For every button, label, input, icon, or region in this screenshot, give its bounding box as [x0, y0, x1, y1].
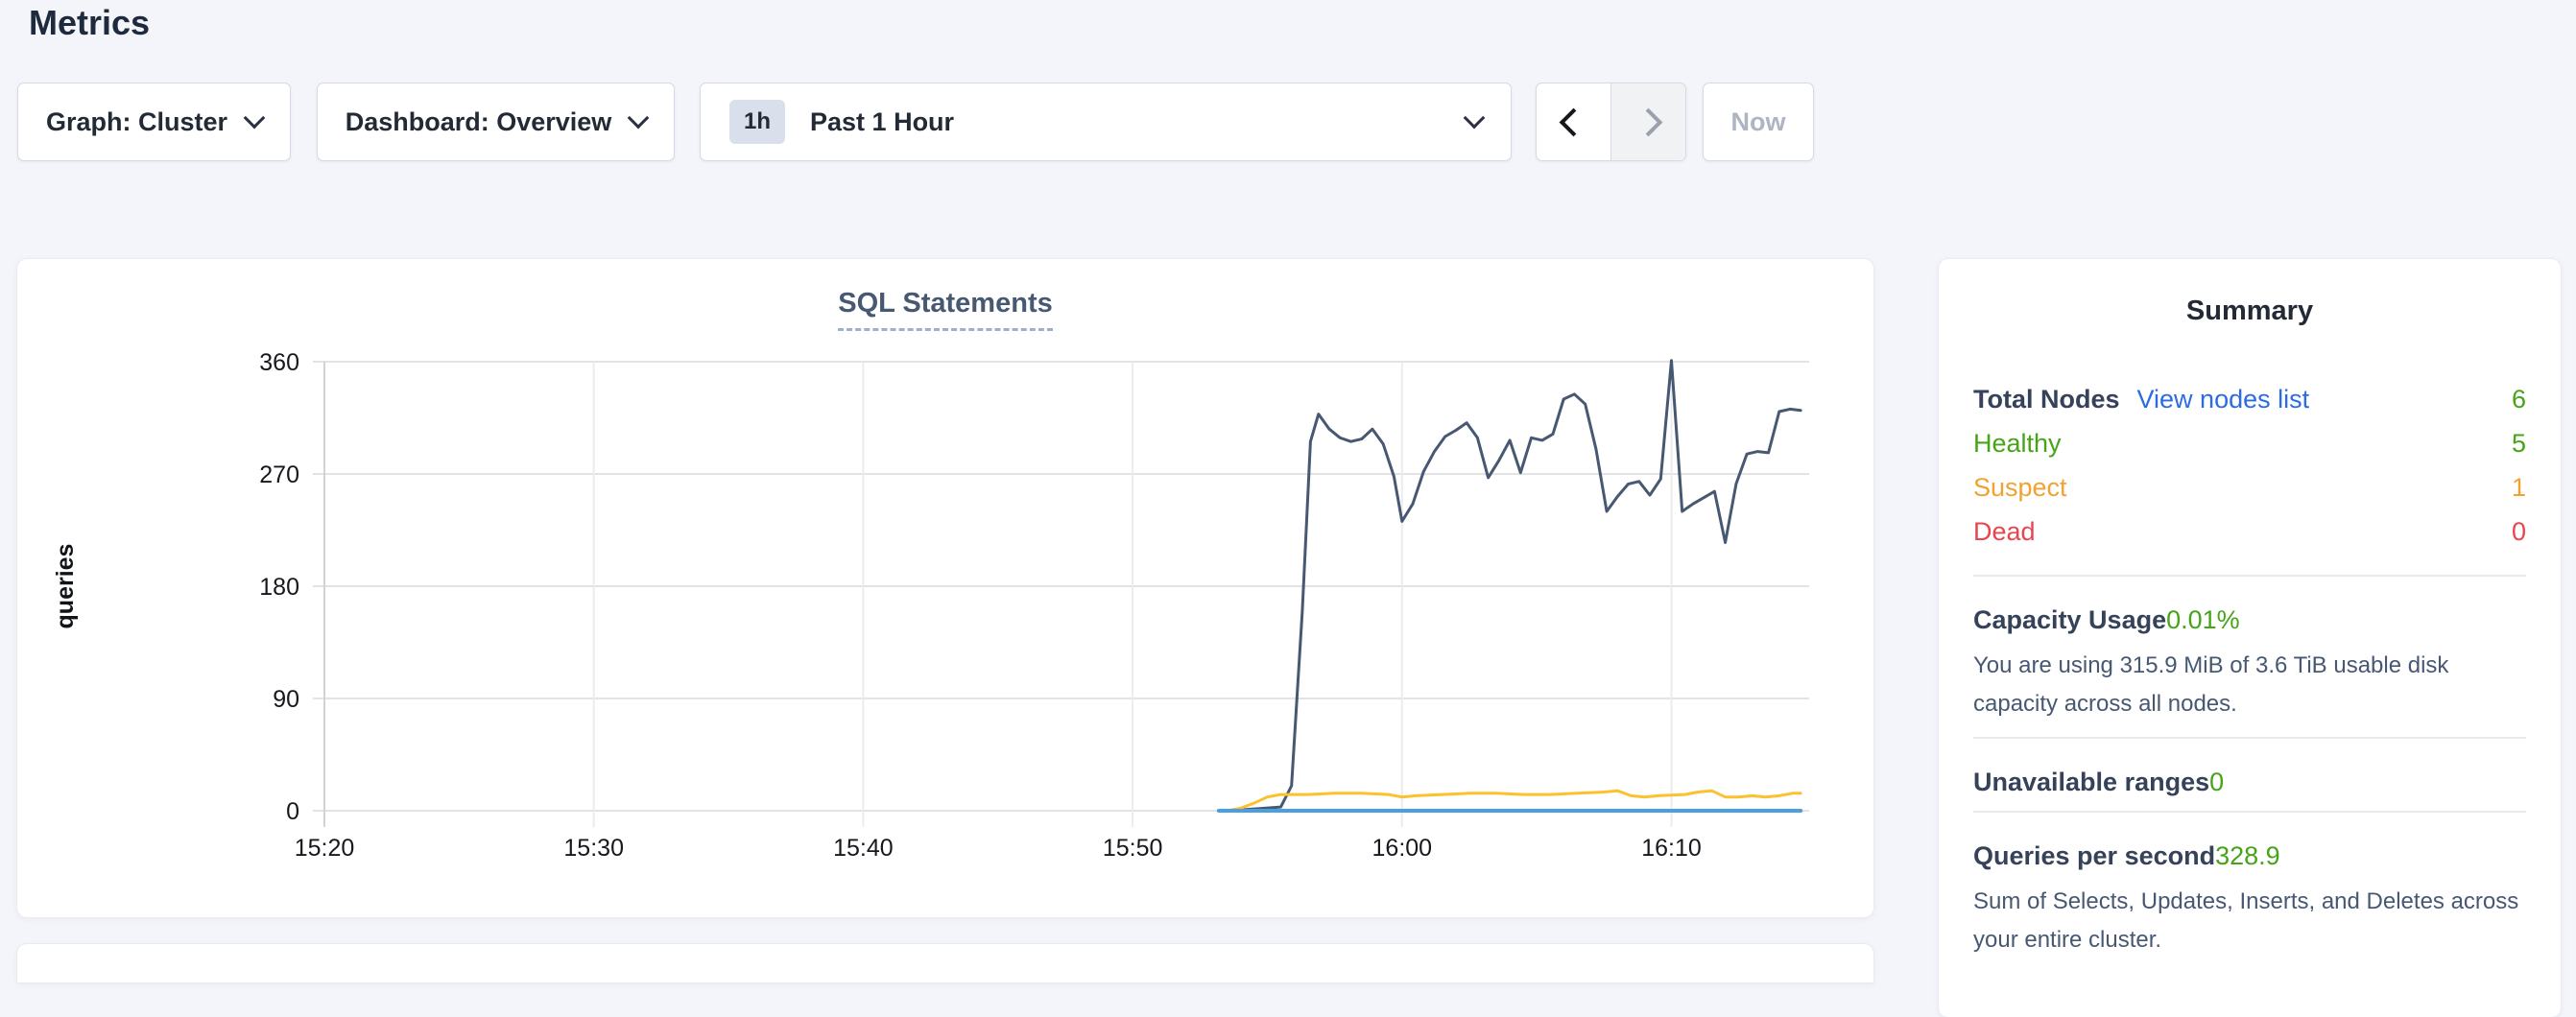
- total-nodes-label: Total Nodes: [1973, 385, 2120, 414]
- capacity-usage-value: 0.01%: [2166, 605, 2240, 634]
- next-chart-card-top: [17, 944, 1873, 982]
- capacity-usage-description: You are using 315.9 MiB of 3.6 TiB usabl…: [1973, 652, 2449, 717]
- time-nav-group: [1536, 83, 1686, 161]
- suspect-nodes-row: Suspect 1: [1973, 473, 2526, 517]
- graph-dropdown-label: Graph: Cluster: [45, 106, 228, 136]
- sql-statements-chart-svg[interactable]: 0 90 180 270 360 15:20 15:30 15:40 15:50 16:00 16:…: [17, 259, 1873, 917]
- capacity-usage-section: Capacity Usage 0.01% You are using 315.9…: [1973, 605, 2526, 723]
- chevron-down-icon: [627, 106, 650, 130]
- summary-panel: Summary Total Nodes View nodes list 6 He…: [1939, 259, 2561, 1017]
- time-back-button[interactable]: [1537, 83, 1610, 160]
- suspect-value: 1: [2511, 473, 2526, 502]
- dead-nodes-row: Dead 0: [1973, 517, 2526, 561]
- svg-text:16:00: 16:00: [1372, 835, 1433, 862]
- svg-text:queries: queries: [52, 544, 79, 629]
- page-title: Metrics: [29, 3, 151, 42]
- unavailable-ranges-label: Unavailable ranges: [1973, 768, 2210, 796]
- qps-section: Queries per second 328.9 Sum of Selects,…: [1973, 841, 2526, 959]
- divider: [1973, 737, 2526, 739]
- toolbar: Graph: Cluster Dashboard: Overview 1h Pa…: [17, 83, 1814, 161]
- svg-text:15:40: 15:40: [833, 835, 894, 862]
- svg-text:0: 0: [286, 798, 299, 825]
- svg-text:180: 180: [259, 574, 299, 601]
- qps-description: Sum of Selects, Updates, Inserts, and De…: [1973, 888, 2519, 953]
- healthy-label: Healthy: [1973, 429, 2062, 458]
- divider: [1973, 575, 2526, 577]
- summary-title: Summary: [2185, 296, 2314, 326]
- chart-title-wrap: SQL Statements: [17, 288, 1873, 331]
- dead-value: 0: [2511, 517, 2526, 546]
- qps-label: Queries per second: [1973, 841, 2216, 870]
- dashboard-dropdown-label: Dashboard: Overview: [345, 106, 612, 136]
- time-forward-button[interactable]: [1610, 83, 1685, 160]
- suspect-label: Suspect: [1973, 473, 2067, 502]
- svg-text:360: 360: [259, 349, 299, 376]
- divider: [1973, 811, 2526, 813]
- now-button[interactable]: Now: [1703, 83, 1814, 161]
- svg-text:15:50: 15:50: [1103, 835, 1163, 862]
- capacity-usage-label: Capacity Usage: [1973, 605, 2167, 634]
- metrics-page: Metrics Graph: Cluster Dashboard: Overvi…: [17, 3, 2561, 1017]
- dead-label: Dead: [1973, 517, 2036, 546]
- time-range-label: Past 1 Hour: [810, 106, 955, 136]
- chevron-left-icon: [1559, 107, 1588, 136]
- svg-text:16:10: 16:10: [1641, 835, 1702, 862]
- qps-value: 328.9: [2215, 841, 2280, 870]
- unavailable-ranges-section: Unavailable ranges 0: [1973, 768, 2526, 797]
- total-nodes-row: Total Nodes View nodes list 6: [1973, 385, 2526, 429]
- time-range-badge: 1h: [729, 100, 786, 144]
- time-range-dropdown[interactable]: 1h Past 1 Hour: [700, 83, 1512, 161]
- dashboard-dropdown[interactable]: Dashboard: Overview: [317, 83, 675, 161]
- svg-text:15:20: 15:20: [295, 835, 355, 862]
- sql-statements-chart-card: SQL Statements 0 90 180 270 360 15:20 15:30 15:…: [17, 259, 1873, 917]
- unavailable-ranges-value: 0: [2209, 768, 2225, 796]
- graph-dropdown[interactable]: Graph: Cluster: [17, 83, 291, 161]
- svg-text:15:30: 15:30: [563, 835, 624, 862]
- healthy-value: 5: [2511, 429, 2526, 458]
- chart-title[interactable]: SQL Statements: [838, 288, 1053, 331]
- chevron-right-icon: [1634, 107, 1663, 136]
- view-nodes-list-link[interactable]: View nodes list: [2136, 385, 2310, 414]
- svg-text:90: 90: [273, 686, 299, 713]
- healthy-nodes-row: Healthy 5: [1973, 429, 2526, 473]
- total-nodes-value: 6: [2511, 385, 2526, 414]
- chevron-down-icon: [243, 106, 266, 130]
- svg-text:270: 270: [259, 461, 299, 488]
- chevron-down-icon: [1463, 106, 1486, 130]
